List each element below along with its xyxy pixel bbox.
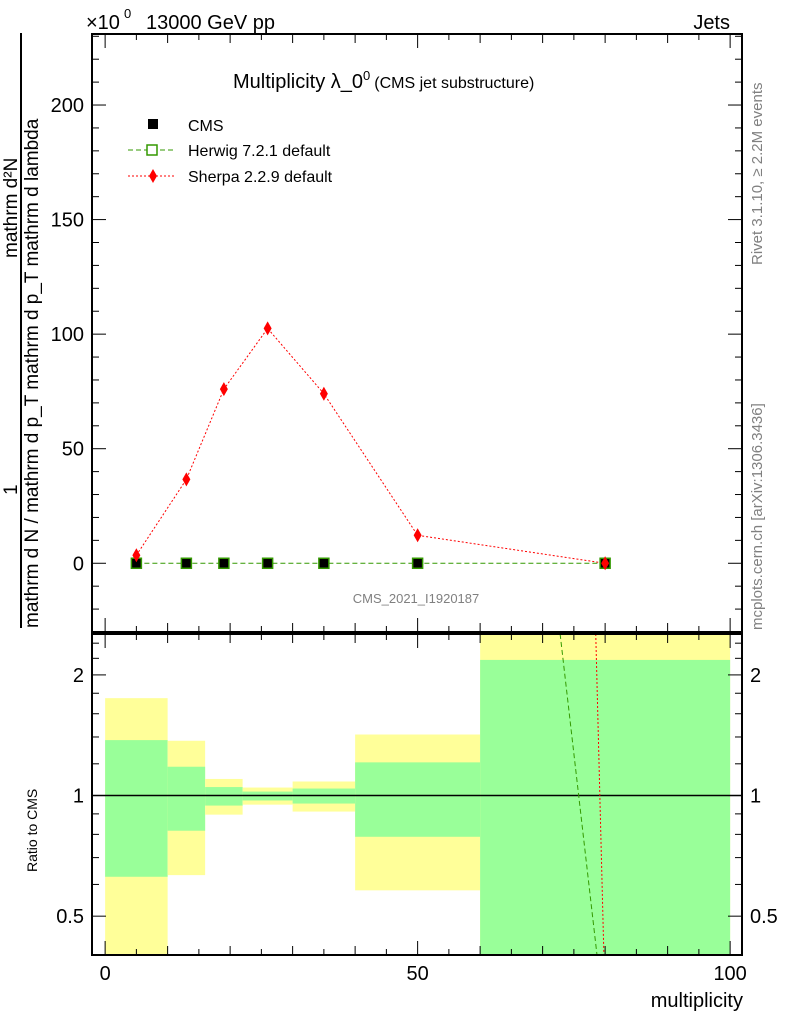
cms-data-point [181,558,192,569]
stat-uncertainty-band [205,787,243,806]
cms-data-point [262,558,273,569]
y-tick-label: 0 [73,553,84,575]
cms-data-point [218,558,229,569]
ratio-marks [92,633,742,956]
legend-sherpa-label: Sherpa 2.2.9 default [188,169,333,186]
y-label-one: 1 [1,484,22,495]
y-tick-label: 100 [51,324,84,346]
cms-data-point [412,558,423,569]
stat-uncertainty-band [355,762,481,837]
exponent-power: 0 [124,6,131,21]
ratio-line [559,633,598,956]
side-text-rivet: Rivet 3.1.10, ≥ 2.2M events [749,83,766,266]
herwig-point [261,557,274,570]
energy-label: 13000 GeV pp [146,12,275,34]
legend-herwig-label: Herwig 7.2.1 default [188,143,331,160]
sherpa-point [132,548,141,563]
sherpa-line [135,327,606,564]
sherpa-point [413,528,422,543]
ratio-line [595,633,605,956]
herwig-point [180,557,193,570]
legend-herwig-marker [146,144,158,156]
process-label: Jets [693,12,730,34]
ratio-y-tick-label: 1 [73,786,84,808]
y-label-denominator: mathrm d N / mathrm d p_T mathrm d p_T m… [22,118,43,628]
x-axis-label: multiplicity [651,990,743,1012]
side-text-mcplots: mcplots.cern.ch [arXiv:1306.3436] [749,403,766,630]
sherpa-point [263,321,272,336]
legend-cms-marker [148,119,158,129]
exponent-label: ×10 [86,12,120,34]
cms-data-point [131,558,142,569]
ratio-y-label: Ratio to CMS [24,789,40,872]
y-axis-label: mathrm d²N 1 mathrm d N / mathrm d p_T m… [1,33,43,628]
watermark: CMS_2021_I1920187 [353,591,480,606]
ratio-frame [91,633,743,956]
sherpa-point [219,382,228,397]
herwig-point [318,557,330,570]
legend-cms-label: CMS [188,118,224,135]
tick-labels: 0 50 100 150 200 0.5 0.5 1 1 2 2 0 50 100 [51,95,778,985]
main-marks [130,321,611,571]
axis-ticks [92,34,742,956]
legend-sherpa-marker [149,169,157,183]
ratio-bands [105,634,731,955]
sherpa-point [319,386,328,401]
x-tick-label: 50 [407,963,429,985]
ratio-y-tick-label: 0.5 [56,906,84,928]
chart-subtitle: (CMS jet substructure) [374,75,534,92]
y-tick-label: 200 [51,95,84,117]
sherpa-point [182,472,191,487]
ratio-y-tick-label-right: 0.5 [750,906,778,928]
legend: CMS Herwig 7.2.1 default Sherpa 2.2.9 de… [128,118,333,186]
x-tick-label: 0 [100,963,111,985]
stat-uncertainty-band [480,659,731,955]
x-tick-label: 100 [713,963,746,985]
herwig-point [218,557,230,570]
ratio-y-tick-label-right: 2 [750,665,761,687]
sherpa-point [601,556,610,571]
herwig-point [411,557,424,570]
ratio-y-tick-label: 2 [73,665,84,687]
y-label-numerator: mathrm d²N [1,158,22,258]
chart-title-sup: 0 [363,68,370,83]
stat-uncertainty-band [105,740,168,877]
y-tick-label: 50 [62,439,84,461]
cms-data-point [318,558,329,569]
stat-uncertainty-band [167,766,206,831]
ratio-y-tick-label-right: 1 [750,786,761,808]
main-frame [91,33,743,633]
y-tick-label: 150 [51,210,84,232]
chart-title: Multiplicity λ_00 (CMS jet substructure) [233,68,534,93]
chart-title-text: Multiplicity λ_0 [233,71,363,93]
